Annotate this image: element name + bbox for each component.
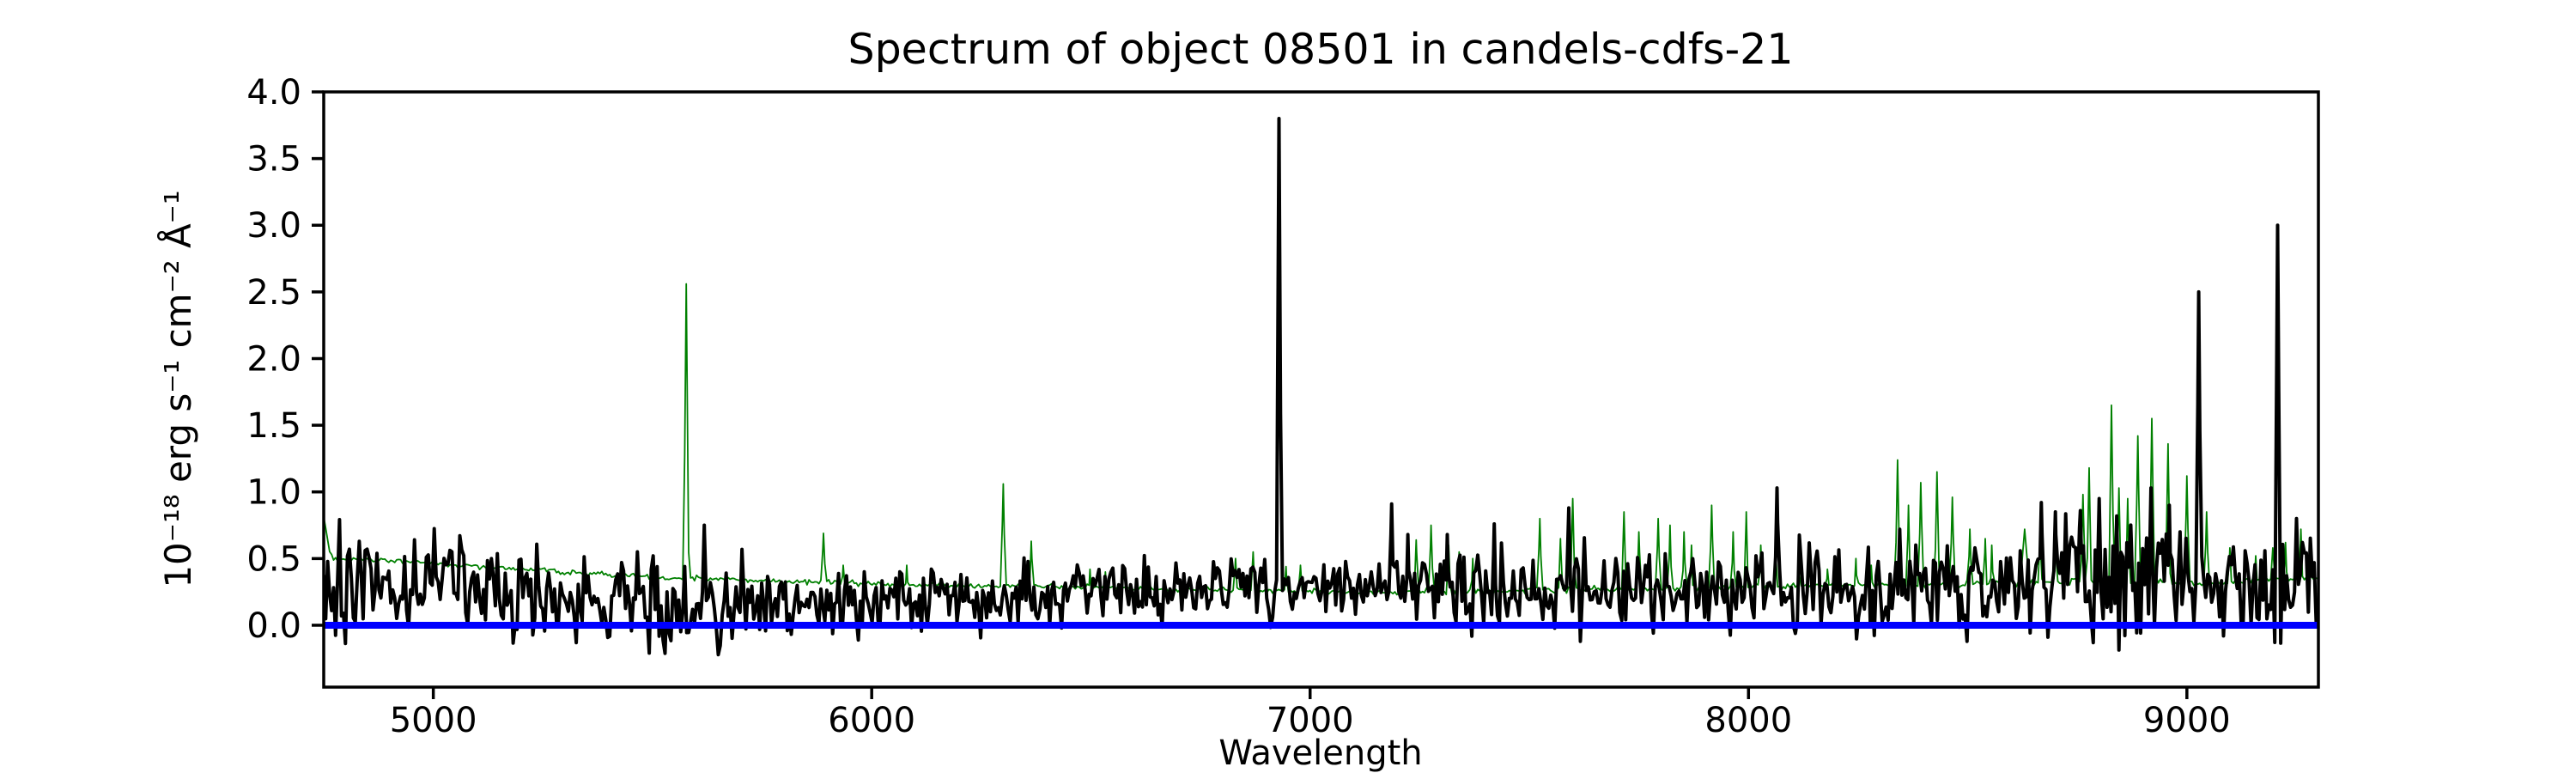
x-tick-label: 7000 xyxy=(1267,701,1354,740)
x-tick-label: 6000 xyxy=(828,701,915,740)
y-tick-label: 2.0 xyxy=(246,339,301,379)
y-tick-label: 0.0 xyxy=(246,606,301,646)
x-tick-label: 5000 xyxy=(390,701,477,740)
y-tick-label: 2.5 xyxy=(246,273,301,313)
y-tick-label: 1.0 xyxy=(246,473,301,513)
y-tick-label: 0.5 xyxy=(246,539,301,579)
plot-title: Spectrum of object 08501 in candels-cdfs… xyxy=(848,25,1793,74)
y-tick-label: 4.0 xyxy=(246,73,301,113)
y-tick-label: 3.0 xyxy=(246,206,301,246)
series-layer xyxy=(324,117,2318,657)
x-axis-label: Wavelength xyxy=(1218,733,1422,773)
plot-spines xyxy=(322,90,2320,689)
y-axis-label: 10⁻¹⁸ erg s⁻¹ cm⁻² Å⁻¹ xyxy=(156,190,199,587)
x-tick-label: 9000 xyxy=(2143,701,2231,740)
sky-noise-spectrum-line xyxy=(324,283,2318,597)
y-tick-label: 3.5 xyxy=(246,140,301,180)
x-tick-label: 8000 xyxy=(1704,701,1792,740)
y-tick-label: 1.5 xyxy=(246,406,301,446)
observed-spectrum-line xyxy=(324,117,2318,657)
axes-layer: 5000 6000 7000 8000 9000 0.0 0.5 1.0 1.5 2.0 2.5 3.… xyxy=(246,73,2230,740)
